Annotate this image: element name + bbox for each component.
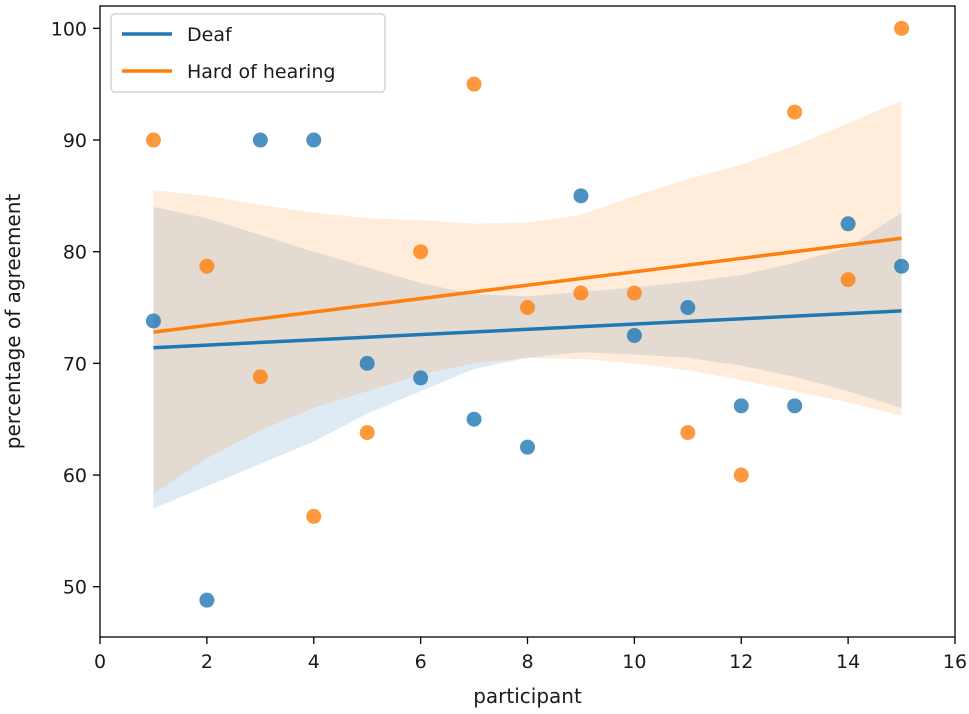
y-axis-label: percentage of agreement bbox=[1, 194, 25, 450]
data-point-hard-of-hearing bbox=[306, 508, 322, 524]
y-tick-label: 60 bbox=[63, 465, 87, 487]
y-tick-label: 80 bbox=[63, 242, 87, 264]
x-tick-label: 12 bbox=[729, 651, 753, 673]
confidence-bands bbox=[153, 100, 902, 509]
x-tick-label: 4 bbox=[308, 651, 320, 673]
data-point-hard-of-hearing bbox=[252, 369, 268, 385]
x-axis-label: participant bbox=[473, 684, 582, 708]
confidence-band-hard-of-hearing bbox=[153, 100, 902, 495]
data-point-hard-of-hearing bbox=[413, 244, 429, 260]
data-point-deaf bbox=[840, 216, 856, 232]
regression-line-deaf bbox=[153, 309, 902, 350]
y-tick-label: 90 bbox=[63, 130, 87, 152]
data-point-deaf bbox=[252, 132, 268, 148]
data-point-deaf bbox=[573, 188, 589, 204]
x-tick-label: 8 bbox=[521, 651, 533, 673]
x-tick-label: 2 bbox=[201, 651, 213, 673]
data-point-hard-of-hearing bbox=[145, 132, 161, 148]
data-point-deaf bbox=[145, 313, 161, 329]
data-points bbox=[145, 20, 910, 608]
data-point-hard-of-hearing bbox=[787, 104, 803, 120]
data-point-deaf bbox=[466, 411, 482, 427]
data-point-deaf bbox=[199, 592, 215, 608]
data-point-deaf bbox=[733, 398, 749, 414]
x-tick-label: 10 bbox=[622, 651, 646, 673]
data-point-hard-of-hearing bbox=[573, 285, 589, 301]
data-point-hard-of-hearing bbox=[520, 300, 535, 316]
data-point-deaf bbox=[413, 370, 429, 386]
data-point-deaf bbox=[787, 398, 803, 414]
x-tick-label: 6 bbox=[415, 651, 427, 673]
legend-box bbox=[110, 13, 386, 93]
regression-lines bbox=[153, 236, 902, 350]
x-axis: 0 2 4 6 8 10 12 14 16 bbox=[94, 637, 967, 673]
confidence-band-deaf bbox=[153, 207, 902, 509]
data-point-hard-of-hearing bbox=[466, 76, 482, 92]
legend-label-hard-of-hearing: Hard of hearing bbox=[187, 61, 335, 83]
data-point-deaf bbox=[520, 439, 535, 455]
data-point-hard-of-hearing bbox=[626, 285, 642, 301]
y-axis: 50 60 70 80 90 100 bbox=[51, 18, 100, 599]
data-point-hard-of-hearing bbox=[840, 272, 856, 288]
data-point-hard-of-hearing bbox=[680, 425, 696, 441]
data-point-deaf bbox=[626, 327, 642, 343]
y-tick-label: 70 bbox=[63, 353, 87, 375]
y-tick-label: 100 bbox=[51, 18, 87, 40]
data-point-hard-of-hearing bbox=[359, 425, 375, 441]
y-tick-label: 50 bbox=[63, 577, 87, 599]
regression-line-hard-of-hearing bbox=[153, 236, 902, 334]
data-point-hard-of-hearing bbox=[733, 467, 749, 483]
x-tick-label: 14 bbox=[836, 651, 860, 673]
data-point-deaf bbox=[306, 132, 322, 148]
data-point-deaf bbox=[894, 258, 910, 274]
data-point-deaf bbox=[680, 300, 696, 316]
x-tick-label: 16 bbox=[943, 651, 967, 673]
legend-label-deaf: Deaf bbox=[187, 24, 233, 46]
data-point-hard-of-hearing bbox=[894, 20, 910, 36]
x-tick-label: 0 bbox=[94, 651, 106, 673]
data-point-hard-of-hearing bbox=[199, 258, 215, 274]
legend: Deaf Hard of hearing bbox=[110, 13, 386, 93]
data-point-deaf bbox=[359, 355, 375, 371]
